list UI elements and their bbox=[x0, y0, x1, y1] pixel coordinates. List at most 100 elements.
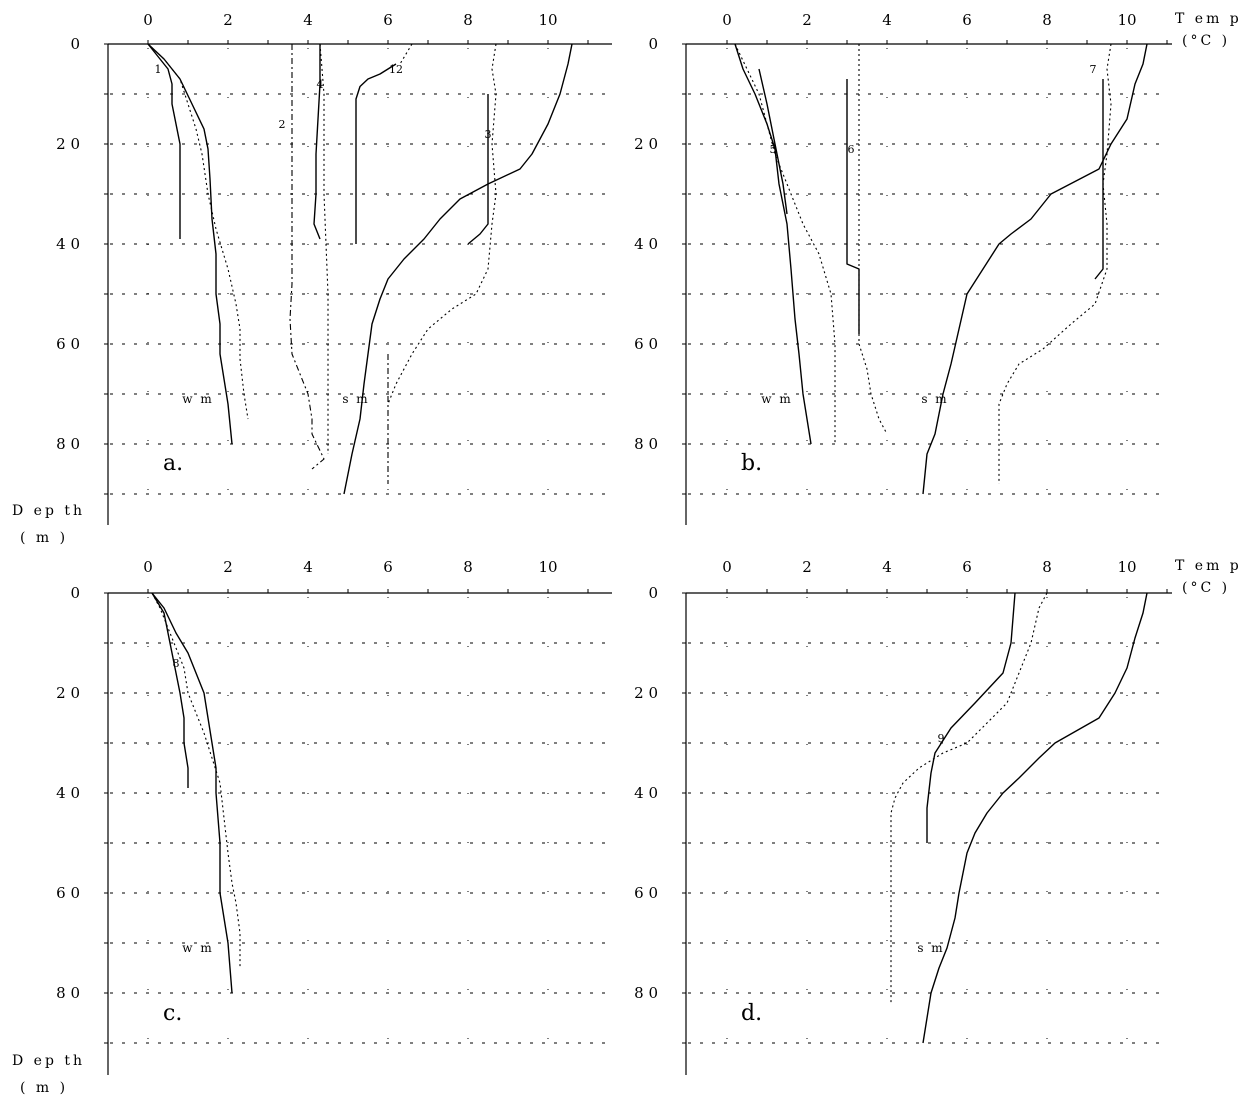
series-line bbox=[343, 43, 573, 495]
x-tick-label: 4 bbox=[882, 11, 892, 29]
annotation-label: w m bbox=[182, 392, 213, 406]
y-tick-label: 2 0 bbox=[634, 135, 658, 153]
series-line bbox=[399, 43, 413, 65]
annotation-label: w m bbox=[182, 941, 213, 955]
x-tick-label: 6 bbox=[383, 558, 393, 576]
y-tick-label: 6 0 bbox=[634, 884, 658, 902]
panel-b: 0 2 4 6 8 10 0 2 0 4 0 6 0 8 0 T em p (°C ) b. 5 6 7 w m s… bbox=[634, 11, 1242, 525]
series-line bbox=[890, 592, 1048, 1003]
series-line bbox=[926, 592, 1016, 843]
x-tick-label: 6 bbox=[383, 11, 393, 29]
y-axis-unit: ( m ) bbox=[20, 1080, 68, 1096]
y-tick-label: 2 0 bbox=[634, 684, 658, 702]
y-axis-unit: ( m ) bbox=[20, 530, 68, 546]
x-axis-unit: (°C ) bbox=[1182, 580, 1230, 596]
y-tick-label: 0 bbox=[648, 584, 658, 602]
panel-letter: c. bbox=[163, 1001, 182, 1026]
profile-label: 12 bbox=[389, 63, 403, 76]
series-line bbox=[313, 44, 321, 240]
y-axis-title: D ep th bbox=[12, 503, 85, 519]
series-line bbox=[858, 44, 888, 435]
x-axis-unit: (°C ) bbox=[1182, 33, 1230, 49]
series-line bbox=[734, 43, 836, 444]
x-tick-label: 10 bbox=[1117, 558, 1136, 576]
y-tick-label: 2 0 bbox=[56, 135, 80, 153]
panel-letter: b. bbox=[741, 451, 762, 476]
series-line bbox=[467, 94, 489, 245]
series-line bbox=[387, 43, 497, 405]
series-line bbox=[147, 43, 181, 239]
x-tick-label: 2 bbox=[223, 558, 233, 576]
profile-label: 4 bbox=[317, 78, 324, 91]
x-tick-label: 4 bbox=[882, 558, 892, 576]
y-tick-label: 6 0 bbox=[634, 335, 658, 353]
y-tick-label: 2 0 bbox=[56, 684, 80, 702]
y-tick-label: 8 0 bbox=[634, 984, 658, 1002]
panel-d: 0 2 4 6 8 10 0 2 0 4 0 6 0 8 0 T em p (°C ) d. 9 s m bbox=[634, 558, 1242, 1075]
x-tick-label: 6 bbox=[962, 11, 972, 29]
profile-label: 8 bbox=[173, 657, 180, 670]
x-tick-label: 8 bbox=[1042, 11, 1052, 29]
annotation-label: s m bbox=[921, 392, 948, 406]
series-line bbox=[734, 43, 812, 445]
x-tick-label: 4 bbox=[303, 558, 313, 576]
profile-label: 5 bbox=[770, 143, 777, 156]
x-tick-label: 10 bbox=[1117, 11, 1136, 29]
series-line bbox=[289, 44, 325, 470]
series-line bbox=[922, 43, 1148, 495]
series-line bbox=[151, 592, 233, 994]
x-tick-label: 0 bbox=[143, 558, 153, 576]
series-line bbox=[1094, 79, 1104, 280]
panel-letter: d. bbox=[741, 1001, 762, 1026]
y-tick-label: 4 0 bbox=[56, 235, 80, 253]
annotation-label: w m bbox=[761, 392, 792, 406]
series-line bbox=[147, 43, 233, 445]
x-tick-label: 2 bbox=[223, 11, 233, 29]
series-line bbox=[151, 592, 241, 968]
x-tick-label: 4 bbox=[303, 11, 313, 29]
x-tick-label: 2 bbox=[802, 558, 812, 576]
x-tick-label: 8 bbox=[463, 558, 473, 576]
profile-label: 3 bbox=[485, 128, 492, 141]
series-line bbox=[922, 592, 1148, 1044]
x-tick-label: 10 bbox=[538, 558, 557, 576]
y-tick-label: 8 0 bbox=[56, 435, 80, 453]
series-line bbox=[319, 43, 329, 454]
y-tick-label: 0 bbox=[648, 35, 658, 53]
profile-label: 7 bbox=[1090, 63, 1097, 76]
panel-c: 0 2 4 6 8 10 0 2 0 4 0 6 0 8 0 D ep th ( m ) c. 8 w m bbox=[12, 558, 612, 1096]
panel-letter: a. bbox=[163, 451, 183, 476]
y-tick-label: 0 bbox=[70, 35, 80, 53]
series-line bbox=[355, 63, 397, 244]
y-tick-label: 6 0 bbox=[56, 884, 80, 902]
x-tick-label: 6 bbox=[962, 558, 972, 576]
x-tick-label: 0 bbox=[722, 11, 732, 29]
y-tick-label: 6 0 bbox=[56, 335, 80, 353]
profile-label: 1 bbox=[155, 63, 162, 76]
y-tick-label: 8 0 bbox=[634, 435, 658, 453]
series-line bbox=[998, 43, 1112, 484]
annotation-label: s m bbox=[342, 392, 369, 406]
series-line bbox=[151, 592, 189, 788]
series-line bbox=[846, 79, 860, 334]
profile-label: 9 bbox=[938, 732, 945, 745]
y-tick-label: 4 0 bbox=[634, 784, 658, 802]
y-tick-label: 4 0 bbox=[56, 784, 80, 802]
series-line bbox=[147, 43, 249, 420]
x-tick-label: 8 bbox=[463, 11, 473, 29]
y-axis-title: D ep th bbox=[12, 1053, 85, 1069]
x-tick-label: 0 bbox=[143, 11, 153, 29]
profile-label: 2 bbox=[279, 118, 286, 131]
y-tick-label: 0 bbox=[70, 584, 80, 602]
annotation-label: s m bbox=[917, 941, 944, 955]
series-line bbox=[758, 68, 788, 215]
x-tick-label: 8 bbox=[1042, 558, 1052, 576]
x-tick-label: 0 bbox=[722, 558, 732, 576]
x-axis-title: T em p bbox=[1175, 558, 1242, 574]
x-axis-title: T em p bbox=[1175, 11, 1242, 27]
profile-label: 6 bbox=[848, 143, 855, 156]
y-tick-label: 4 0 bbox=[634, 235, 658, 253]
x-tick-label: 2 bbox=[802, 11, 812, 29]
